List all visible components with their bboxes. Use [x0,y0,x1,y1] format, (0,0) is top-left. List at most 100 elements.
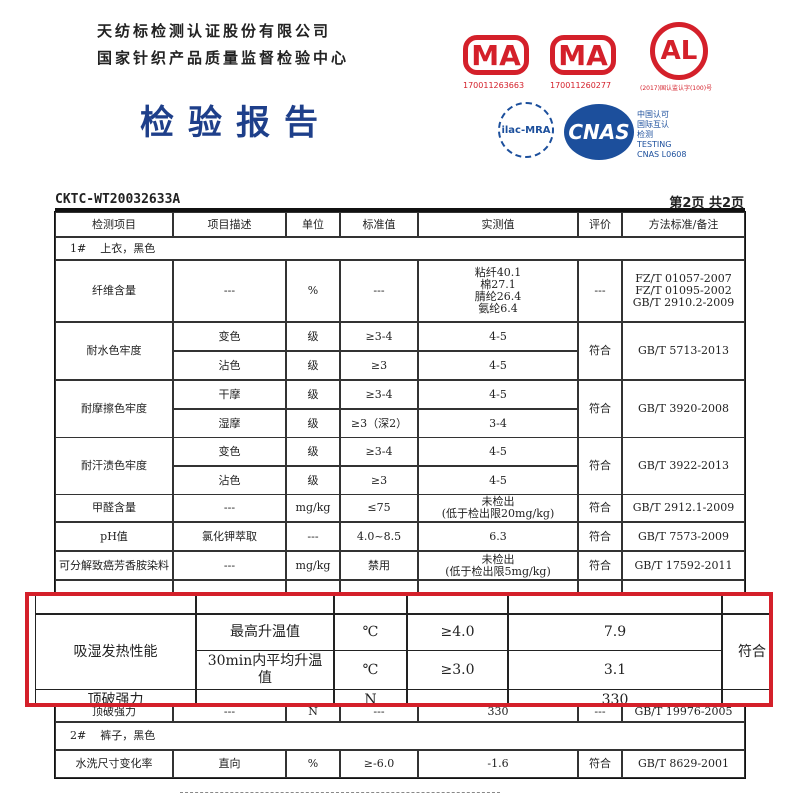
cell: 级 [286,409,340,438]
cma-number: 170011260277 [550,81,612,90]
item-azo: 可分解致癌芳香胺染料 [55,551,173,580]
cell: ≤75 [340,494,418,522]
cell: ≥3 [340,351,418,380]
cell: --- [286,522,340,551]
col-header: 单位 [286,212,340,237]
cell: 沾色 [173,351,286,380]
cell: 干摩 [173,380,286,409]
value: 未检出 [481,552,515,566]
cell: ≥3（深2） [340,409,418,438]
cell: 4-5 [418,466,578,495]
cell: 4-5 [418,322,578,351]
cell: GB/T 5713-2013 [622,322,745,380]
value: 330 [487,705,509,718]
value: (低于检出限20mg/kg) [441,507,555,520]
cell: 级 [286,322,340,351]
cell [722,596,769,614]
cell: 符合 [578,437,622,495]
item-rub: 耐摩擦色牢度 [55,380,173,438]
cell: ℃ [334,614,407,651]
method: GB/T 2910.2-2009 [632,296,735,309]
item-moisture-heat: 吸湿发热性能 [35,614,196,690]
cell: 3-4 [418,409,578,438]
cma-mark-icon: MA [463,35,529,75]
cnas-line: CNAS L0608 [637,150,687,159]
cell: 符合 [578,322,622,380]
cell: GB/T 3920-2008 [622,380,745,438]
method: FZ/T 01057-2007 [635,272,732,285]
cell: GB/T 3922-2013 [622,437,745,495]
value: 棉27.1 [480,278,516,291]
item-formaldehyde: 甲醛含量 [55,494,173,522]
col-header: 实测值 [418,212,578,237]
header-rule [55,208,745,211]
cell: 变色 [173,437,286,466]
cell [196,689,334,703]
cell: ≥3-4 [340,322,418,351]
cal-number: (2017)国认监认字(100)号 [640,85,713,92]
cal-logo: AL (2017)国认监认字(100)号 [640,22,712,92]
cell [508,596,722,614]
report-title: 检验报告 [140,103,332,143]
value: (低于检出限5mg/kg) [445,564,551,578]
cell [722,689,769,703]
item-sweat: 耐汗渍色牢度 [55,437,173,495]
cell: 变色 [173,322,286,351]
col-header: 方法标准/备注 [622,212,745,237]
cell: 符合 [578,380,622,438]
cell: 级 [286,380,340,409]
item-ph: pH值 [55,522,173,551]
fiber-values: 粘纤40.1 棉27.1 腈纶26.4 氨纶6.4 [418,260,578,322]
cell: 4-5 [418,437,578,466]
cell: -1.6 [418,750,578,778]
method: FZ/T 01095-2002 [635,284,732,297]
end-line [180,792,500,793]
cell [407,596,508,614]
cell: N [334,689,407,703]
cell: GB/T 7573-2009 [622,522,745,551]
cell: --- [173,551,286,580]
cell: --- [173,494,286,522]
fiber-methods: FZ/T 01057-2007 FZ/T 01095-2002 GB/T 2910.… [622,260,745,322]
cma-mark-icon: MA [550,35,616,75]
cell [35,596,196,614]
cell: 符合 [578,494,622,522]
cma-logo-1: MA 170011263663 [463,35,529,90]
cell: 氯化钾萃取 [173,522,286,551]
cell: 级 [286,437,340,466]
cell: 顶破强力 [35,689,196,703]
value: 氨纶6.4 [478,302,518,315]
cell: 7.9 [508,614,722,651]
cell: --- [578,260,622,322]
page-indicator: 第2页 共2页 [669,196,744,211]
col-header: 项目描述 [173,212,286,237]
cell: 直向 [173,750,286,778]
sample-group-2: 2# 裤子，黑色 [55,722,745,750]
cell: ≥4.0 [407,614,508,651]
cell: ≥3-4 [340,380,418,409]
cnas-line: 国际互认 [637,120,669,129]
value-cell: 未检出 (低于检出限5mg/kg) [418,551,578,580]
cell: mg/kg [286,494,340,522]
value: 6.3 [489,529,507,543]
cell: 4.0~8.5 [340,522,418,551]
highlight-box: 吸湿发热性能 最高升温值 ℃ ≥4.0 7.9 30min内平均升温值 ℃ ≥3… [25,592,773,707]
cell [196,596,334,614]
cell: 符合 [578,551,622,580]
cell: GB/T 17592-2011 [622,551,745,580]
cell: 符合 [722,614,769,690]
cell: % [286,750,340,778]
cell: mg/kg [286,551,340,580]
col-header: 评价 [578,212,622,237]
item-fiber: 纤维含量 [55,260,173,322]
cell: 符合 [578,750,622,778]
cell: GB/T 2912.1-2009 [622,494,745,522]
cell: 禁用 [340,551,418,580]
cell: ≥3.0 [407,650,508,690]
cell: --- [340,260,418,322]
cell: GB/T 8629-2001 [622,750,745,778]
value: 腈纶26.4 [474,290,522,303]
cnas-text: 中国认可 国际互认 检测 TESTING CNAS L0608 [637,110,686,160]
cnas-logo: CNAS [564,104,634,160]
cell: 4-5 [418,351,578,380]
